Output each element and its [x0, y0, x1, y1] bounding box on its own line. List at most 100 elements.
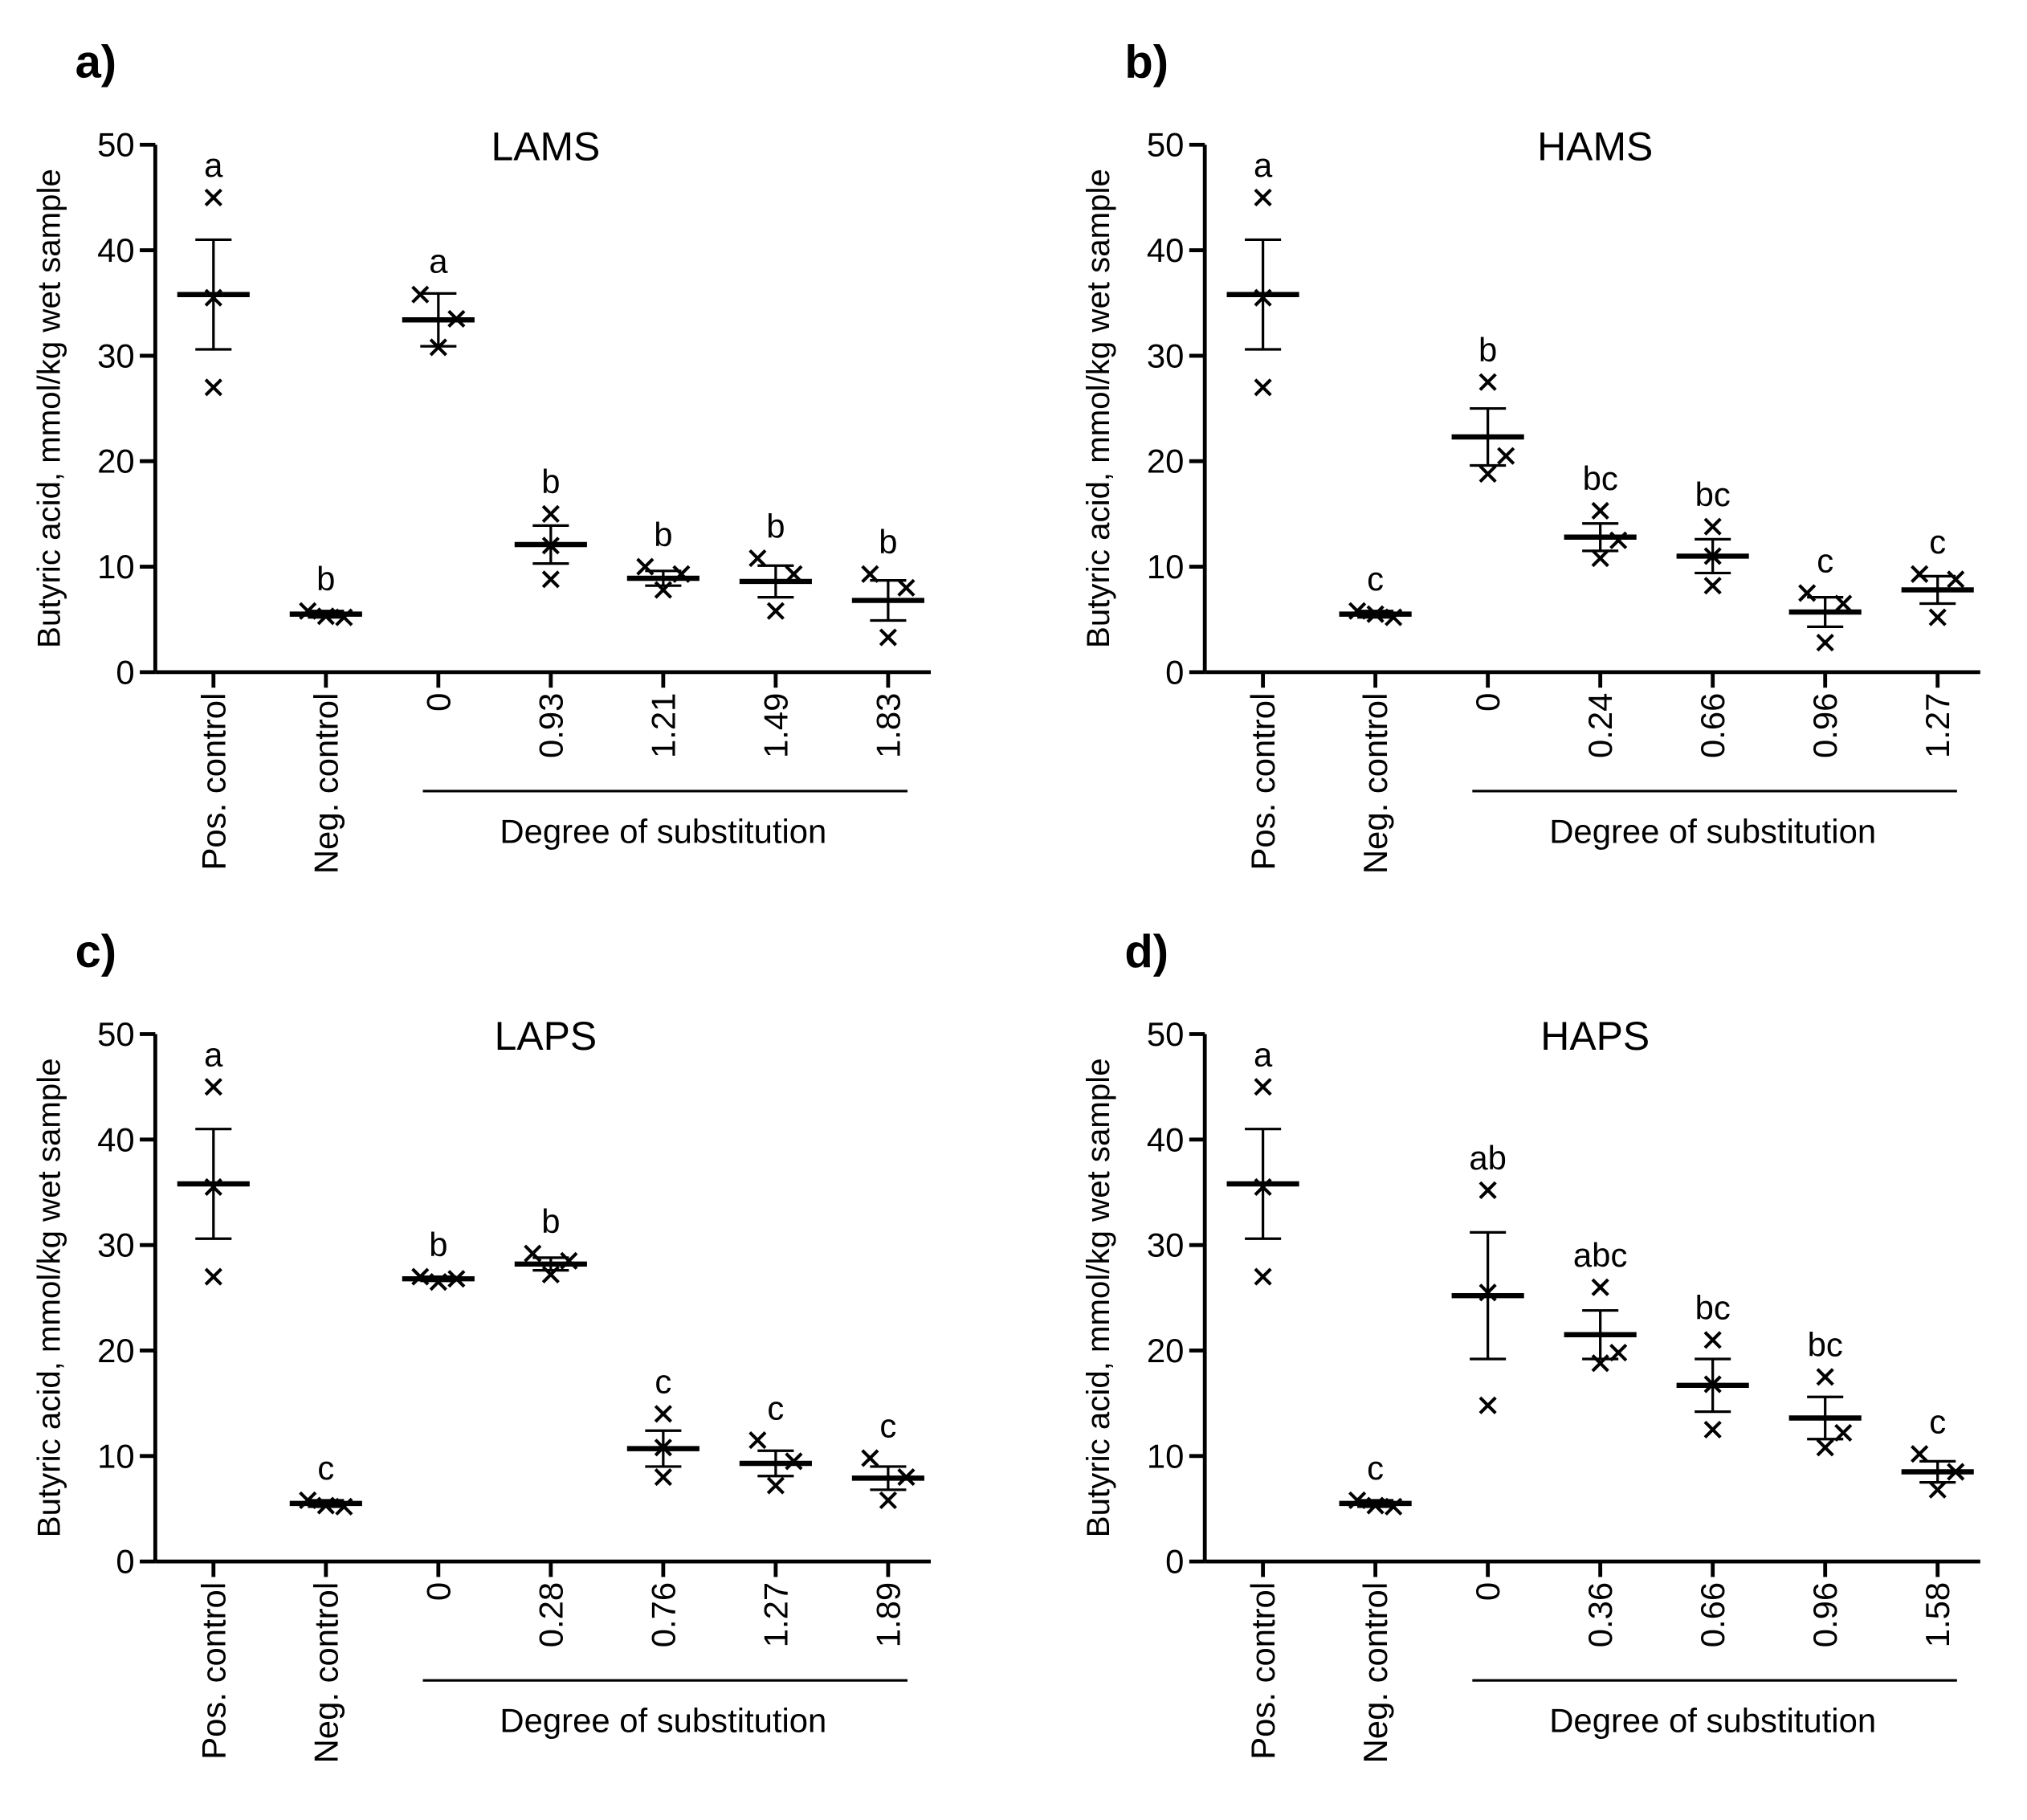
- data-point: [1591, 549, 1609, 568]
- data-point: [897, 1467, 916, 1487]
- data-point: [316, 607, 335, 626]
- data-point: [1703, 1375, 1722, 1394]
- data-point: [1816, 1438, 1834, 1457]
- significance-letter: c: [767, 1389, 784, 1426]
- significance-letter: a: [204, 146, 223, 184]
- data-point: [1911, 565, 1929, 583]
- data-point: [1591, 1278, 1609, 1296]
- group-label: Degree of substitution: [500, 1702, 826, 1740]
- significance-letter: c: [317, 1449, 334, 1487]
- y-tick-label: 20: [1147, 443, 1185, 480]
- data-point: [447, 1270, 466, 1288]
- data-point: [1366, 1496, 1385, 1515]
- data-point: [411, 1267, 430, 1286]
- significance-letter: a: [429, 243, 448, 280]
- significance-letter: b: [429, 1226, 447, 1263]
- x-tick-label: Pos. control: [1244, 693, 1282, 871]
- data-point: [1254, 378, 1272, 397]
- data-point: [204, 288, 222, 307]
- group-label: Degree of substitution: [500, 812, 826, 850]
- y-tick-label: 30: [97, 337, 135, 374]
- data-point: [1591, 1354, 1609, 1373]
- x-tick-label: Neg. control: [307, 693, 345, 875]
- data-point: [1254, 188, 1272, 206]
- panel-label: d): [1124, 926, 1168, 977]
- data-point: [1609, 531, 1628, 549]
- chart-title: HAMS: [1537, 124, 1653, 169]
- data-point: [429, 1273, 447, 1292]
- y-tick-label: 0: [116, 653, 134, 691]
- y-axis-label: Butyric acid, mmol/kg wet sample: [1080, 1058, 1116, 1537]
- significance-letter: b: [541, 1202, 560, 1240]
- y-axis-label: Butyric acid, mmol/kg wet sample: [31, 169, 67, 648]
- y-axis-label: Butyric acid, mmol/kg wet sample: [1080, 169, 1116, 648]
- significance-letter: b: [766, 507, 785, 545]
- data-point: [766, 1476, 785, 1495]
- data-point: [785, 565, 803, 583]
- data-point: [1254, 1078, 1272, 1096]
- data-point: [335, 1497, 353, 1516]
- data-point: [1385, 608, 1403, 626]
- significance-letter: b: [1478, 331, 1497, 369]
- data-point: [1703, 1420, 1722, 1439]
- data-point: [1478, 464, 1497, 484]
- data-point: [447, 309, 466, 328]
- chart-title: LAMS: [491, 124, 600, 169]
- data-point: [335, 608, 353, 626]
- data-point: [429, 338, 447, 357]
- data-point: [1703, 517, 1722, 536]
- data-point: [1254, 1267, 1272, 1286]
- x-tick-label: 1.27: [1919, 693, 1956, 758]
- x-tick-label: Pos. control: [1244, 1582, 1282, 1760]
- data-point: [654, 581, 672, 599]
- data-point: [1816, 1368, 1834, 1386]
- significance-letter: a: [1254, 146, 1273, 184]
- data-point: [316, 1496, 335, 1515]
- x-tick-label: 0: [1469, 1582, 1507, 1601]
- data-point: [1478, 1283, 1497, 1302]
- significance-letter: c: [1929, 523, 1946, 561]
- x-tick-label: Pos. control: [194, 1582, 232, 1760]
- data-point: [1609, 1344, 1628, 1362]
- data-point: [654, 1467, 672, 1487]
- data-point: [411, 285, 430, 304]
- x-tick-label: Neg. control: [307, 1582, 345, 1764]
- y-tick-label: 30: [1147, 337, 1185, 374]
- x-tick-label: 0.96: [1806, 693, 1844, 758]
- x-tick-label: 0.24: [1581, 693, 1619, 758]
- significance-letter: b: [541, 463, 560, 500]
- data-point: [636, 557, 655, 576]
- y-tick-label: 30: [97, 1226, 135, 1264]
- data-point: [204, 188, 222, 206]
- significance-letter: bc: [1695, 1289, 1731, 1327]
- y-tick-label: 40: [1147, 231, 1185, 269]
- significance-letter: bc: [1808, 1326, 1843, 1364]
- significance-letter: bc: [1583, 459, 1618, 497]
- significance-letter: c: [655, 1363, 671, 1401]
- y-tick-label: 40: [1147, 1120, 1185, 1158]
- y-tick-label: 50: [1147, 1015, 1185, 1053]
- x-tick-label: 0: [419, 1582, 457, 1601]
- data-point: [1254, 288, 1272, 307]
- data-point: [524, 1244, 542, 1263]
- chart-title: LAPS: [495, 1014, 597, 1059]
- panel-label: a): [75, 37, 117, 88]
- data-point: [672, 565, 691, 583]
- data-point: [1834, 1423, 1853, 1442]
- data-point: [541, 1265, 560, 1283]
- data-point: [785, 1452, 803, 1471]
- data-point: [897, 578, 916, 597]
- x-tick-label: Neg. control: [1356, 1582, 1394, 1764]
- y-tick-label: 0: [1165, 1543, 1184, 1581]
- data-point: [748, 1431, 767, 1450]
- data-point: [879, 1491, 897, 1510]
- y-tick-label: 20: [97, 1332, 135, 1369]
- data-point: [1911, 1445, 1929, 1463]
- data-point: [1928, 1480, 1947, 1499]
- y-tick-label: 20: [1147, 1332, 1185, 1369]
- data-point: [1591, 501, 1609, 520]
- y-tick-label: 10: [1147, 1437, 1185, 1475]
- panel-label: c): [75, 926, 117, 977]
- x-tick-label: Pos. control: [194, 693, 232, 871]
